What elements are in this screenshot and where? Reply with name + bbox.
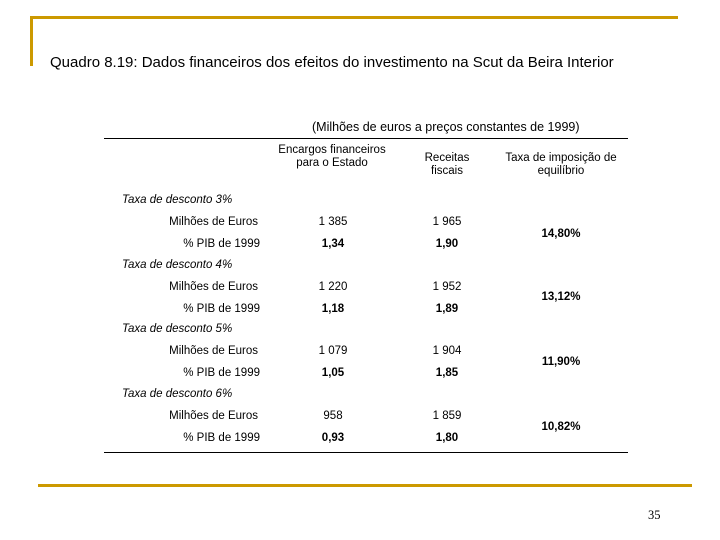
cell-taxa-equilibrio: 14,80% bbox=[541, 228, 581, 240]
cell-encargos-pib: 1,34 bbox=[321, 238, 345, 250]
section-label: Taxa de desconto 4% bbox=[122, 259, 233, 271]
cell-receitas-pib: 1,85 bbox=[435, 367, 459, 379]
row-label-milhoes: Milhões de Euros bbox=[169, 345, 258, 357]
cell-receitas-pib: 1,89 bbox=[435, 303, 459, 315]
cell-encargos-milhoes: 958 bbox=[323, 410, 343, 422]
cell-encargos-pib: 0,93 bbox=[321, 432, 345, 444]
cell-encargos-milhoes: 1 220 bbox=[318, 281, 348, 293]
header-receitas: Receitas fiscais bbox=[424, 152, 470, 177]
cell-receitas-milhoes: 1 965 bbox=[432, 216, 462, 228]
section-label: Taxa de desconto 6% bbox=[122, 388, 233, 400]
cell-taxa-equilibrio: 13,12% bbox=[541, 291, 581, 303]
table-top-rule bbox=[104, 138, 628, 139]
row-label-pib: % PIB de 1999 bbox=[183, 432, 260, 444]
cell-encargos-pib: 1,18 bbox=[321, 303, 345, 315]
cell-encargos-milhoes: 1 385 bbox=[318, 216, 348, 228]
page-number: 35 bbox=[648, 508, 661, 522]
cell-taxa-equilibrio: 11,90% bbox=[541, 356, 581, 368]
cell-taxa-equilibrio: 10,82% bbox=[541, 421, 581, 433]
row-label-pib: % PIB de 1999 bbox=[183, 303, 260, 315]
row-label-pib: % PIB de 1999 bbox=[183, 367, 260, 379]
cell-receitas-milhoes: 1 904 bbox=[432, 345, 462, 357]
section-label: Taxa de desconto 3% bbox=[122, 194, 233, 206]
cell-encargos-pib: 1,05 bbox=[321, 367, 345, 379]
top-rule bbox=[30, 16, 678, 19]
cell-encargos-milhoes: 1 079 bbox=[318, 345, 348, 357]
header-taxa: Taxa de imposição de equilíbrio bbox=[505, 152, 617, 177]
row-label-pib: % PIB de 1999 bbox=[183, 238, 260, 250]
cell-receitas-milhoes: 1 952 bbox=[432, 281, 462, 293]
cell-receitas-milhoes: 1 859 bbox=[432, 410, 462, 422]
left-rule bbox=[30, 16, 33, 66]
row-label-milhoes: Milhões de Euros bbox=[169, 216, 258, 228]
row-label-milhoes: Milhões de Euros bbox=[169, 410, 258, 422]
table-bottom-rule bbox=[104, 452, 628, 453]
row-label-milhoes: Milhões de Euros bbox=[169, 281, 258, 293]
table-subtitle: (Milhões de euros a preços constantes de… bbox=[312, 120, 580, 134]
cell-receitas-pib: 1,80 bbox=[435, 432, 459, 444]
header-encargos: Encargos financeiros para o Estado bbox=[278, 144, 386, 169]
section-label: Taxa de desconto 5% bbox=[122, 323, 233, 335]
bottom-rule bbox=[38, 484, 692, 487]
cell-receitas-pib: 1,90 bbox=[435, 238, 459, 250]
page-title: Quadro 8.19: Dados financeiros dos efeit… bbox=[50, 54, 614, 71]
